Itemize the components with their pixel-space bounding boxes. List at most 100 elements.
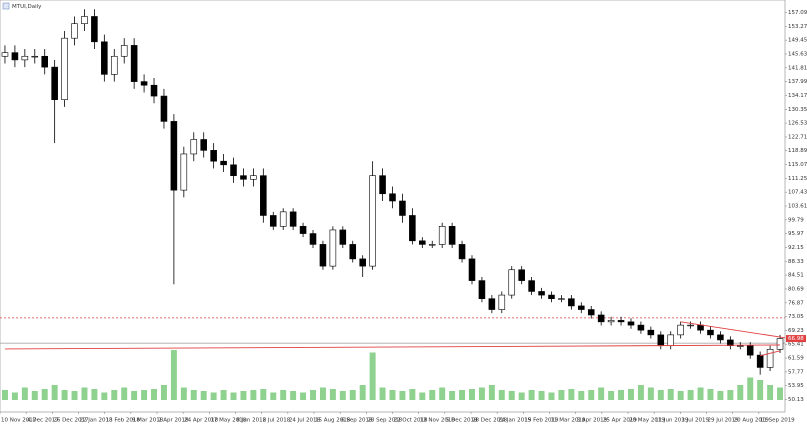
candle-body [508,269,516,296]
candle-body [677,324,684,336]
candle-body [488,298,496,310]
volume-bar [677,391,684,400]
volume-bar [419,392,426,400]
volume-bar [667,389,674,400]
candle-body [180,153,188,191]
candle-body [607,320,615,323]
candle-body [568,298,575,307]
candle-body [101,41,108,75]
volume-bar [379,387,386,400]
x-tick-label: 20 May 2019 [629,418,665,424]
volume-bar [359,385,366,400]
volume-bar [628,389,634,400]
x-tick-label: 2 Apr 2018 [158,418,189,424]
volume-bar [21,387,28,400]
candle-body [210,150,217,162]
volume-bar [389,390,396,400]
volume-bar [538,391,545,400]
candle-body [518,269,525,281]
volume-bar [727,390,734,400]
y-tick-label: 53.95 [788,383,804,389]
x-tick-label: 20 Aug 2019 [734,418,770,424]
volume-bar [51,385,58,400]
candle-body [419,240,426,245]
candle-body [528,280,535,292]
candle-body [160,95,168,122]
symbol-icon [2,2,10,10]
volume-bar [220,390,227,400]
volume-bar [141,390,148,400]
volume-bar [469,389,475,400]
x-tick-label: 11 Mar 2019 [551,418,586,424]
candle-body [697,324,704,331]
x-tick-label: 15 Aug 2018 [315,418,351,424]
candle-body [200,139,207,151]
x-tick-label: 5 Dec 2018 [446,418,478,424]
volume-bar [131,391,138,400]
volume-bar [31,391,38,400]
volume-bar [637,385,644,400]
volume-bar [200,391,207,400]
candle-body [31,55,39,58]
volume-bar [647,387,654,400]
x-tick-label: 10 Nov 2017 [1,418,37,424]
volume-bar [478,387,485,400]
volume-bar [61,390,68,400]
volume-bar [707,389,714,400]
candle-body [1,52,9,57]
candle-body [637,324,645,331]
candle-body [91,16,98,43]
x-tick-label: 22 Oct 2018 [394,418,429,424]
candle-body [707,329,714,336]
trendline [680,321,786,339]
y-tick-label: 69.23 [788,328,804,334]
volume-bar [190,390,197,400]
volume-bar [409,389,416,400]
candle-body [468,258,476,281]
candle-body [220,160,227,166]
volume-bar [290,391,297,400]
candle-body [498,294,506,310]
volume-bar [240,391,247,400]
x-tick-label: 9 Mar 2018 [132,418,164,424]
y-tick-label: 122.71 [788,134,807,140]
y-tick-label: 153.27 [788,24,807,30]
y-tick-label: 57.77 [788,369,804,375]
candle-body [140,81,148,86]
candle-body [299,226,307,234]
volume-bar [578,391,585,400]
x-tick-label: 6 Sep 2018 [341,418,373,424]
y-tick-label: 141.81 [788,65,807,71]
volume-bar [41,389,48,400]
y-tick-label: 130.35 [788,107,807,113]
candle-body [21,55,29,61]
candle-body [190,139,198,155]
y-tick-label: 134.17 [788,93,807,99]
volume-bar [548,392,555,400]
candle-body [727,339,734,347]
candle-body [737,345,744,347]
candle-body [81,16,88,25]
volume-bar [319,387,326,400]
volume-bar [160,385,167,400]
volume-bar [568,389,575,400]
candle-body [279,211,287,227]
x-tick-label: 25 Apr 2019 [603,418,638,424]
volume-bar [210,392,217,400]
y-tick-label: 145.63 [788,51,807,57]
last-price-box [786,335,806,343]
x-tick-label: 15 Feb 2019 [524,418,559,424]
candle-body [120,45,128,57]
volume-bar [508,391,515,400]
volume-bar [11,392,18,400]
candle-body [359,258,366,267]
x-tick-label: 24 Apr 2018 [184,418,219,424]
x-tick-label: 24 Jul 2018 [289,418,321,424]
volume-bar [498,390,505,400]
x-tick-label: 4 Dec 2017 [27,418,59,424]
candle-body [717,334,724,341]
candle-body [409,215,416,242]
volume-bar [588,390,595,400]
volume-bar [81,387,88,400]
volume-bar [369,352,376,400]
